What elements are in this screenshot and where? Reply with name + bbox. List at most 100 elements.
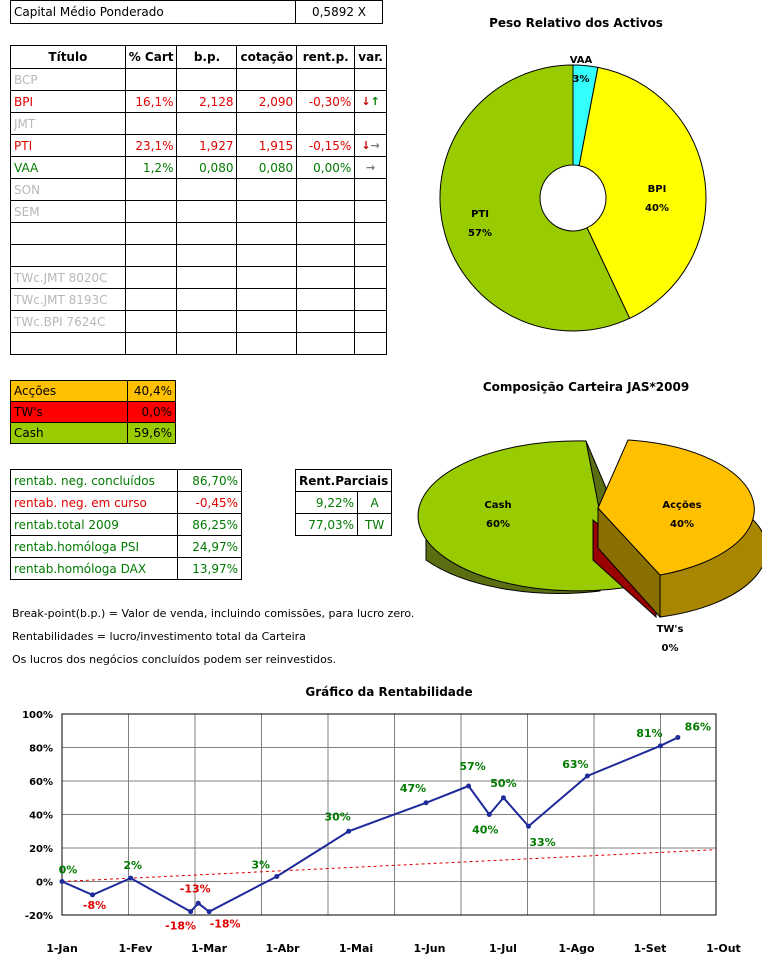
row-title <box>10 222 126 245</box>
x-tick-label: 1-Jan <box>46 942 78 955</box>
rentab-row: rentab. neg. concluídos 86,70% <box>10 469 242 492</box>
y-tick-label: 80% <box>29 744 53 755</box>
allocation-table: Acções 40,4% TW's 0,0% Cash 59,6% <box>10 380 176 444</box>
row-bp <box>176 178 238 201</box>
data-point <box>59 879 65 884</box>
data-label: 2% <box>123 859 142 872</box>
row-bp <box>176 200 238 223</box>
header-cotacao: cotação <box>236 45 298 69</box>
row-cot <box>236 68 298 91</box>
table-row: BPI 16,1% 2,128 2,090 -0,30% ↓↑ <box>10 90 387 113</box>
parciais-table: Rent.Parciais 9,22% A 77,03% TW <box>294 469 393 536</box>
titles-table: Título % Cart b.p. cotação rent.p. var. … <box>10 45 387 355</box>
data-label: 33% <box>529 836 555 849</box>
data-label: -18% <box>165 920 196 933</box>
row-title: JMT <box>10 112 126 135</box>
allocation-row: Acções 40,4% <box>10 380 176 402</box>
parciais-header: Rent.Parciais <box>294 469 393 492</box>
pie2-title: Composição Carteira JAS*2009 <box>483 380 689 394</box>
header-var: var. <box>354 45 387 69</box>
rentab-label: rentab.total 2009 <box>10 513 178 536</box>
data-point <box>584 773 590 779</box>
table-row: TWc.JMT 8193C <box>10 288 387 311</box>
row-cart <box>124 112 178 135</box>
row-rent <box>296 68 356 91</box>
row-title: SON <box>10 178 126 201</box>
pie1-slice <box>439 64 631 332</box>
table-row <box>10 332 387 355</box>
parcial-tag: A <box>356 491 393 514</box>
pie2-label-name: Cash <box>484 500 511 511</box>
data-point <box>500 795 506 801</box>
row-cot <box>236 288 298 311</box>
row-var <box>354 112 387 135</box>
y-tick-label: 0% <box>36 878 53 889</box>
table-row: PTI 23,1% 1,927 1,915 -0,15% ↓→ <box>10 134 387 157</box>
row-title: TWc.JMT 8020C <box>10 266 126 289</box>
row-cart <box>124 244 178 267</box>
allocation-label: TW's <box>10 401 128 423</box>
row-cot: 1,915 <box>236 134 298 157</box>
row-cot <box>236 244 298 267</box>
pie1-label-name: PTI <box>471 209 489 220</box>
row-var <box>354 222 387 245</box>
row-bp <box>176 112 238 135</box>
x-tick-label: 1-Jun <box>414 942 446 955</box>
row-cart <box>124 332 178 355</box>
x-tick-label: 1-Fev <box>119 942 154 955</box>
pie2-slice <box>417 440 636 592</box>
line-title: Gráfico da Rentabilidade <box>305 685 472 699</box>
pie1-label-pct: 3% <box>573 74 590 85</box>
data-label: 86% <box>685 720 711 733</box>
y-tick-label: 40% <box>29 811 53 822</box>
pie1-label-name: BPI <box>648 184 667 195</box>
row-rent <box>296 244 356 267</box>
row-bp <box>176 310 238 333</box>
x-tick-label: 1-Ago <box>558 942 595 955</box>
data-label: 50% <box>490 777 516 790</box>
rentab-row: rentab. neg. em curso -0,45% <box>10 491 242 514</box>
table-row: VAA 1,2% 0,080 0,080 0,00% → <box>10 156 387 179</box>
row-cot <box>236 222 298 245</box>
note-rentabilidades: Rentabilidades = lucro/investimento tota… <box>12 630 306 643</box>
x-tick-label: 1-Mai <box>339 942 373 955</box>
pie2-label-name: Acções <box>662 500 701 511</box>
header-cart: % Cart <box>124 45 178 69</box>
row-var <box>354 310 387 333</box>
row-bp <box>176 222 238 245</box>
header-rent: rent.p. <box>296 45 356 69</box>
data-point <box>90 892 96 898</box>
pie1-slice <box>578 66 707 320</box>
row-cart <box>124 68 178 91</box>
row-bp <box>176 244 238 267</box>
y-tick-label: 20% <box>29 844 53 855</box>
table-row: TWc.JMT 8020C <box>10 266 387 289</box>
pie1-title: Peso Relativo dos Activos <box>489 16 663 30</box>
header-titulo: Título <box>10 45 126 69</box>
row-cot <box>236 266 298 289</box>
data-label: 81% <box>636 727 662 740</box>
pie2-label-pct: 60% <box>486 519 510 530</box>
rentabilidade-chart: Gráfico da Rentabilidade -20% 0% 20% 40% 60%… <box>22 685 741 955</box>
row-rent <box>296 112 356 135</box>
row-title: BPI <box>10 90 126 113</box>
rentab-label: rentab. neg. concluídos <box>10 469 178 492</box>
x-tick-label: 1-Jul <box>489 942 517 955</box>
row-cot <box>236 178 298 201</box>
rentabilidade-line <box>61 736 679 913</box>
x-tick-label: 1-Abr <box>265 942 300 955</box>
parcial-tag: TW <box>356 513 393 536</box>
row-cart <box>124 200 178 223</box>
pie1-label-pct: 40% <box>645 203 669 214</box>
data-point <box>206 909 212 915</box>
row-bp: 1,927 <box>176 134 238 157</box>
row-bp <box>176 266 238 289</box>
note-breakpoint: Break-point(b.p.) = Valor de venda, incl… <box>12 607 415 620</box>
pie2-slice <box>597 439 755 576</box>
data-point <box>128 875 134 881</box>
row-cot: 2,090 <box>236 90 298 113</box>
row-rent <box>296 288 356 311</box>
plot-area <box>61 713 717 916</box>
peso-relativo-chart: Peso Relativo dos Activos VAA 3% BPI 40% PTI… <box>439 16 707 332</box>
row-cart <box>124 222 178 245</box>
